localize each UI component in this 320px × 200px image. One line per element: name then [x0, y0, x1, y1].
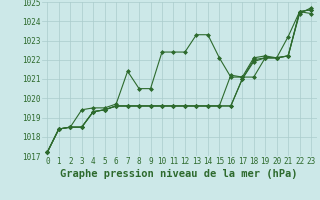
X-axis label: Graphe pression niveau de la mer (hPa): Graphe pression niveau de la mer (hPa) — [60, 169, 298, 179]
